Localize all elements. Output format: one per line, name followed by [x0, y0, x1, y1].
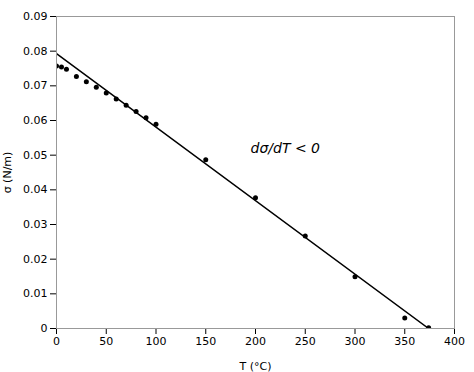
svg-text:350: 350 [394, 335, 415, 348]
svg-text:0.08: 0.08 [23, 45, 48, 58]
svg-text:300: 300 [345, 335, 366, 348]
svg-text:σ (N/m): σ (N/m) [1, 152, 14, 194]
svg-text:200: 200 [245, 335, 266, 348]
svg-text:400: 400 [444, 335, 465, 348]
svg-text:0: 0 [53, 335, 60, 348]
svg-text:0.01: 0.01 [23, 287, 48, 300]
svg-text:50: 50 [99, 335, 113, 348]
svg-text:0.02: 0.02 [23, 253, 48, 266]
svg-text:0.09: 0.09 [23, 10, 48, 23]
svg-text:T (°C): T (°C) [239, 360, 272, 372]
svg-text:0.06: 0.06 [23, 114, 48, 127]
svg-text:0.03: 0.03 [23, 218, 48, 231]
svg-text:dσ/dT < 0: dσ/dT < 0 [251, 140, 321, 156]
svg-text:0: 0 [41, 322, 48, 335]
svg-text:0.07: 0.07 [23, 79, 48, 92]
svg-text:0.05: 0.05 [23, 149, 48, 162]
svg-text:0.04: 0.04 [23, 183, 48, 196]
svg-text:150: 150 [195, 335, 216, 348]
svg-text:100: 100 [146, 335, 167, 348]
svg-text:250: 250 [295, 335, 316, 348]
